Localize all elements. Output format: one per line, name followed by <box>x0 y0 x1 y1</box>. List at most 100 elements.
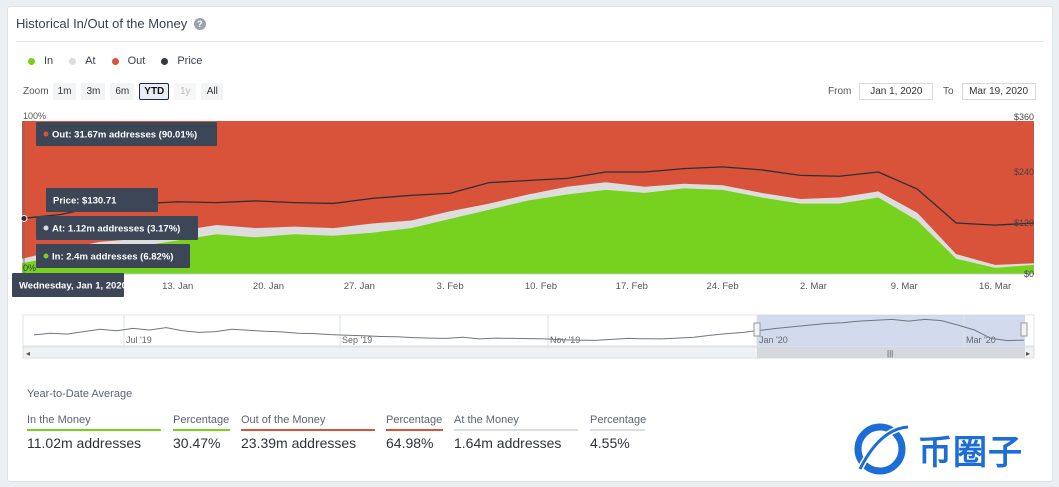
legend: In At Out Price <box>28 55 202 67</box>
tooltip-dot <box>43 253 49 259</box>
watermark-logo: 币圈子 <box>850 421 1023 477</box>
crosshair-price-marker <box>20 214 28 222</box>
tooltip-out: Out: 31.67m addresses (90.01%) <box>36 122 217 146</box>
stat-4: At the Money 1.64m addresses <box>454 414 578 451</box>
tooltip-text: In: 2.4m addresses (6.82%) <box>52 252 173 263</box>
legend-label-out: Out <box>127 55 146 67</box>
zoom-6m-button[interactable]: 6m <box>110 83 135 100</box>
stat-header: In the Money <box>27 414 161 431</box>
right-axis-label: $0 <box>1024 269 1034 279</box>
stat-value: 4.55% <box>590 435 630 451</box>
navigator-scrollbar-track[interactable] <box>22 346 1035 359</box>
legend-dot-in <box>28 57 35 65</box>
legend-label-in: In <box>44 55 54 67</box>
x-axis-ticks: 13. Jan 20. Jan 27. Jan 3. Feb 10. Feb 17. Fe… <box>162 281 1011 292</box>
stat-5: Percentage 4.55% <box>590 414 646 451</box>
navigator-selection <box>757 315 1025 346</box>
stat-value: 64.98% <box>386 435 434 451</box>
range-from-input[interactable]: Jan 1, 2020 <box>859 83 934 100</box>
navigator-right-handle[interactable] <box>1020 322 1028 337</box>
chart-title-text: Historical In/Out of the Money <box>16 16 188 31</box>
x-tick-label: 16. Mar <box>979 281 1011 292</box>
watermark-text: 币圈子 <box>918 432 1023 473</box>
tooltip-dot <box>43 131 49 137</box>
stat-0: In the Money 11.02m addresses <box>27 414 161 451</box>
stat-1: Percentage 30.47% <box>173 414 230 451</box>
zoom-ytd-button[interactable]: YTD <box>139 83 170 100</box>
stat-value: 23.39m addresses <box>241 435 357 451</box>
tooltip-text: At: 1.12m addresses (3.17%) <box>52 224 180 235</box>
scrollbar-grip-icon: ||| <box>887 349 893 358</box>
plot-area <box>21 121 1035 275</box>
legend-item-at[interactable]: At <box>69 55 96 67</box>
stat-2: Out of the Money 23.39m addresses <box>241 414 375 451</box>
range-from: From Jan 1, 2020 <box>828 83 934 100</box>
x-tick-label: 10. Feb <box>525 281 557 292</box>
x-tick-label: 27. Jan <box>344 281 375 292</box>
range-from-label: From <box>828 86 852 97</box>
left-axis-label: 0% <box>23 263 36 273</box>
tooltip-text: Price: $130.71 <box>53 196 117 207</box>
range-to-input[interactable]: Mar 19, 2020 <box>961 83 1036 100</box>
range-to: To Mar 19, 2020 <box>943 83 1036 100</box>
ytd-average-section: Year-to-Date Average <box>27 388 132 400</box>
tooltip-box <box>12 273 124 297</box>
zoom-all-button[interactable]: All <box>201 83 224 100</box>
watermark-emblem-icon <box>854 423 909 475</box>
tooltip-in: In: 2.4m addresses (6.82%) <box>36 244 190 268</box>
x-tick-label: 13. Jan <box>162 281 193 292</box>
legend-label-price: Price <box>177 55 203 67</box>
stat-value: 30.47% <box>173 435 221 451</box>
right-axis-label: $360 <box>1014 112 1034 122</box>
x-tick-label: 17. Feb <box>616 281 648 292</box>
legend-item-out[interactable]: Out <box>111 55 146 67</box>
title-divider <box>16 41 1044 42</box>
stat-value: 11.02m addresses <box>27 435 142 451</box>
in-area <box>22 188 1034 274</box>
navigator-label: Sep '19 <box>342 335 372 345</box>
zoom-1y-button[interactable]: 1y <box>174 83 197 100</box>
legend-dot-at <box>69 57 77 65</box>
scroll-right-icon[interactable]: ▸ <box>1026 349 1030 358</box>
tooltip-box <box>36 122 217 146</box>
navigator-label: Jul '19 <box>126 335 152 345</box>
tooltip-at: At: 1.12m addresses (3.17%) <box>36 216 198 240</box>
legend-dot-price <box>161 57 169 65</box>
help-icon[interactable]: ? <box>193 18 206 30</box>
tooltip-box <box>36 244 190 268</box>
navigator-label: Mar '20 <box>966 335 996 345</box>
navigator[interactable]: Jul '19 Sep '19 Nov '19 Jan '20 Mar '20|||◂ ▸ <box>22 314 1035 359</box>
legend-label-at: At <box>85 55 96 67</box>
stat-header: At the Money <box>454 414 578 431</box>
ytd-average-title: Year-to-Date Average <box>27 388 133 400</box>
right-axis-label: $240 <box>1014 167 1034 177</box>
price-line <box>21 166 1035 226</box>
navigator-scrollbar-thumb[interactable] <box>757 347 1025 358</box>
stat-header: Percentage <box>590 414 646 431</box>
navigator-label: Jan '20 <box>759 335 788 345</box>
tooltips: Out: 31.67m addresses (90.01%) Price: $13… <box>12 122 217 297</box>
legend-item-price[interactable]: Price <box>161 55 202 67</box>
left-axis-label: 100% <box>23 111 46 121</box>
tooltip-price: Price: $130.71 <box>46 188 158 212</box>
scroll-left-icon[interactable]: ◂ <box>26 349 30 358</box>
tooltip-box <box>36 216 198 240</box>
x-tick-label: 20. Jan <box>253 281 284 292</box>
navigator-left-handle[interactable] <box>753 322 761 337</box>
stat-header: Out of the Money <box>241 414 375 431</box>
stat-header: Percentage <box>173 414 230 431</box>
x-tick-label: 24. Feb <box>707 281 739 292</box>
navigator-price-line <box>33 318 1025 342</box>
stat-header: Percentage <box>386 414 443 431</box>
legend-item-in[interactable]: In <box>28 55 53 67</box>
zoom-1m-button[interactable]: 1m <box>52 83 77 100</box>
tooltip-text: Out: 31.67m addresses (90.01%) <box>52 130 197 141</box>
zoom-label: Zoom <box>23 86 49 97</box>
zoom-3m-button[interactable]: 3m <box>81 83 106 100</box>
tooltip-date: Wednesday, Jan 1, 2020 <box>12 273 127 297</box>
x-tick-label: 2. Mar <box>800 281 827 292</box>
stat-value: 1.64m addresses <box>454 435 562 451</box>
tooltip-text: Wednesday, Jan 1, 2020 <box>19 281 127 292</box>
legend-dot-out <box>111 57 119 65</box>
